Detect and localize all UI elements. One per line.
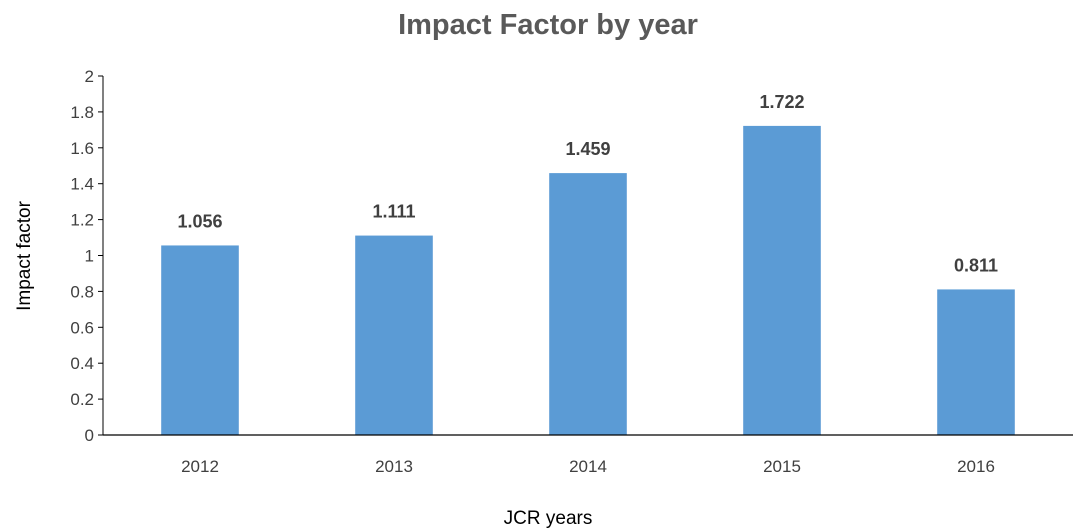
x-tick-label: 2016 [957, 457, 995, 476]
data-label-2012: 1.056 [177, 211, 222, 231]
x-tick-label: 2013 [375, 457, 413, 476]
y-tick-label: 1.8 [70, 103, 94, 122]
y-tick-label: 1.4 [70, 175, 94, 194]
bar-2015 [743, 125, 821, 435]
y-tick-label: 1.2 [70, 211, 94, 230]
y-tick-label: 1.6 [70, 139, 94, 158]
chart-title: Impact Factor by year [398, 9, 698, 41]
y-tick-label: 2 [85, 67, 94, 86]
x-tick-label: 2014 [569, 457, 607, 476]
y-tick-label: 0.2 [70, 390, 94, 409]
y-tick-label: 0.8 [70, 282, 94, 301]
y-axis: 0 0.2 0.4 0.6 0.8 1 1.2 1.4 1.6 1.8 2 [70, 67, 104, 445]
x-axis-title: JCR years [504, 508, 593, 529]
y-tick-label: 0 [85, 426, 94, 445]
data-label-2014: 1.459 [565, 139, 610, 159]
x-axis: 2012 2013 2014 2015 2016 [103, 434, 1073, 476]
data-labels: 1.056 1.111 1.459 1.722 0.811 [177, 92, 998, 276]
y-tick-label: 0.6 [70, 318, 94, 337]
data-label-2015: 1.722 [759, 92, 804, 112]
bar-2016 [937, 289, 1015, 435]
bar-2012 [161, 245, 239, 435]
bar-2013 [355, 235, 433, 435]
y-axis-title: Impact factor [14, 200, 35, 310]
bar-2014 [549, 173, 627, 435]
y-tick-label: 0.4 [70, 354, 94, 373]
x-tick-label: 2015 [763, 457, 801, 476]
bars [161, 125, 1015, 435]
x-tick-label: 2012 [181, 457, 219, 476]
data-label-2013: 1.111 [372, 202, 415, 222]
data-label-2016: 0.811 [954, 255, 998, 275]
y-tick-label: 1 [85, 247, 94, 266]
